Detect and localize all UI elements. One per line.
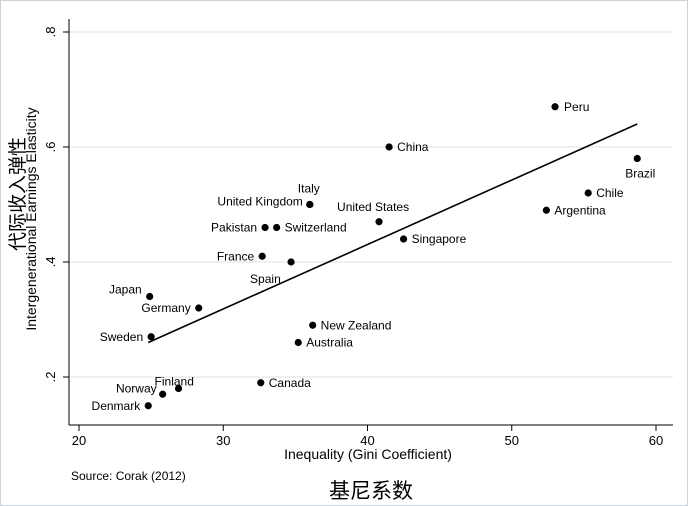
point-new-zealand <box>309 321 317 329</box>
point-sweden <box>147 333 155 341</box>
point-label-germany: Germany <box>141 301 190 315</box>
point-label-united-states: United States <box>337 200 409 214</box>
point-singapore <box>399 235 408 243</box>
point-label-switzerland: Switzerland <box>285 221 347 235</box>
x-tick-label: 50 <box>505 433 519 448</box>
point-label-finland: Finland <box>155 375 194 389</box>
y-axis-chinese-title: 代际收入弹性 <box>7 137 29 252</box>
gridlines <box>69 31 673 378</box>
point-label-chile: Chile <box>596 186 624 200</box>
point-canada <box>257 379 265 387</box>
y-axis-title: Intergenerational Earnings Elasticity <box>23 107 39 330</box>
point-brazil <box>633 154 641 163</box>
fitted-regression-line <box>147 123 638 344</box>
point-label-peru: Peru <box>564 100 589 114</box>
x-tick-label: 60 <box>649 433 663 448</box>
x-axis-chinese-title: 基尼系数 <box>329 479 413 503</box>
y-tick-label: .4 <box>43 257 58 268</box>
point-germany <box>195 304 203 312</box>
x-tick-label: 30 <box>216 433 230 448</box>
point-label-brazil: Brazil <box>625 167 655 181</box>
x-tick-label: 40 <box>360 433 374 448</box>
point-label-sweden: Sweden <box>100 330 143 344</box>
y-tick-label: .2 <box>43 372 58 383</box>
point-label-pakistan: Pakistan <box>211 221 257 235</box>
x-axis-title: Inequality (Gini Coefficient) <box>284 446 452 462</box>
x-ticks: 20 30 40 50 60 <box>72 425 663 448</box>
point-switzerland <box>273 223 281 232</box>
y-ticks: .2 .4 .6 .8 <box>43 27 69 383</box>
point-france <box>258 252 266 260</box>
point-label-australia: Australia <box>306 336 353 350</box>
point-label-norway: Norway <box>116 381 157 395</box>
point-label-singapore: Singapore <box>412 232 467 246</box>
point-denmark <box>144 402 152 410</box>
point-finland <box>174 384 183 393</box>
point-label-italy: Italy <box>298 182 320 196</box>
y-tick-label: .8 <box>43 27 58 38</box>
point-label-spain: Spain <box>250 272 281 286</box>
source-note: Source: Corak (2012) <box>71 469 186 483</box>
point-united-states <box>375 218 383 226</box>
point-argentina <box>542 206 550 214</box>
point-china <box>385 143 393 151</box>
point-japan <box>146 292 154 301</box>
point-label-japan: Japan <box>109 283 142 297</box>
point-chile <box>584 189 592 197</box>
point-label-france: France <box>217 249 255 263</box>
point-label-china: China <box>397 140 429 154</box>
point-label-united-kingdom: United Kingdom <box>217 195 302 209</box>
point-label-argentina: Argentina <box>554 203 606 217</box>
point-spain <box>287 258 295 266</box>
point-label-denmark: Denmark <box>92 399 142 413</box>
point-norway <box>159 390 167 398</box>
point-australia <box>294 338 302 347</box>
point-peru <box>551 103 559 111</box>
x-tick-label: 20 <box>72 433 86 448</box>
point-united-kingdom <box>306 200 314 209</box>
point-label-new-zealand: New Zealand <box>321 318 392 332</box>
y-tick-label: .6 <box>43 142 58 153</box>
point-label-canada: Canada <box>269 376 311 390</box>
point-pakistan <box>261 223 269 232</box>
